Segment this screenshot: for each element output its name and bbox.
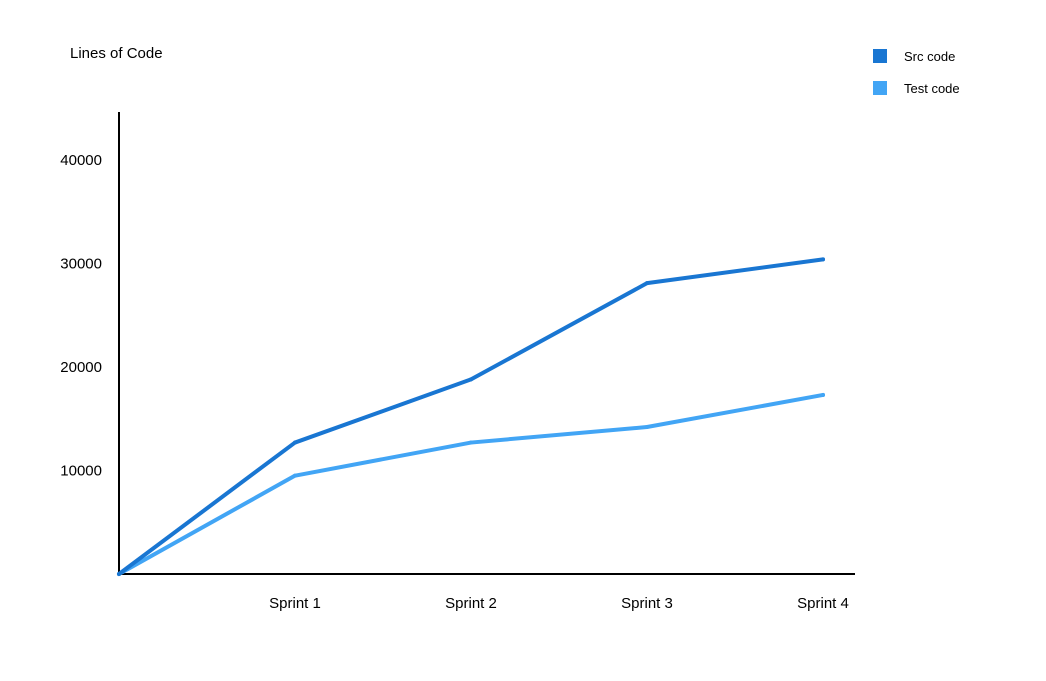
legend-label: Test code [904, 81, 960, 96]
data-point [645, 281, 649, 286]
legend-swatch [873, 49, 887, 63]
y-tick-label: 10000 [60, 463, 102, 480]
y-tick-label: 40000 [60, 152, 102, 169]
series-line [117, 392, 825, 576]
data-point [821, 257, 825, 262]
data-point [645, 425, 649, 430]
y-tick-label: 20000 [60, 359, 102, 376]
series-layer [117, 257, 825, 576]
data-point [469, 377, 473, 382]
x-tick-label: Sprint 2 [445, 595, 497, 612]
data-point [469, 440, 473, 445]
x-tick-label: Sprint 3 [621, 595, 673, 612]
axes: 10000 20000 30000 40000 Sprint 1 Sprint 2 Spri… [60, 112, 855, 612]
x-tick-label: Sprint 4 [797, 595, 849, 612]
legend: Src code Test code [873, 49, 960, 96]
chart-title: Lines of Code [70, 45, 163, 62]
x-tick-label: Sprint 1 [269, 595, 321, 612]
legend-swatch [873, 81, 887, 95]
legend-label: Src code [904, 49, 955, 64]
series-line [117, 257, 825, 576]
y-tick-label: 30000 [60, 256, 102, 273]
data-point [821, 392, 825, 397]
data-point [117, 572, 121, 576]
data-point [293, 440, 297, 445]
data-point [293, 473, 297, 478]
